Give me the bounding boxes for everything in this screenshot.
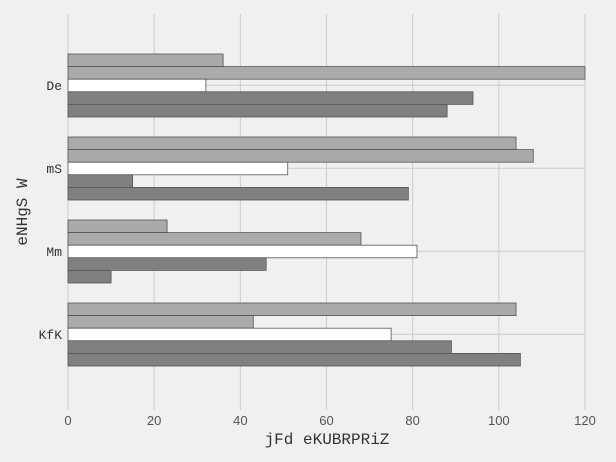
bar — [67, 136, 517, 151]
category-label: De — [46, 79, 62, 94]
x-tick-label: 100 — [488, 413, 510, 428]
category-label: KfK — [39, 328, 63, 343]
bar — [67, 78, 207, 93]
x-tick-label: 40 — [233, 413, 247, 428]
y-axis-label: eNHgS W — [14, 178, 32, 246]
bar — [67, 232, 362, 246]
bar — [67, 66, 586, 80]
bars — [67, 53, 586, 367]
bar — [67, 302, 517, 317]
bar — [67, 149, 534, 163]
bar — [67, 315, 254, 329]
x-tick-label: 20 — [147, 413, 161, 428]
x-tick-labels: 0 20 40 60 80 100 120 — [64, 413, 595, 428]
bar — [67, 174, 134, 188]
bar — [67, 104, 448, 118]
bar — [67, 244, 418, 259]
bar — [67, 161, 289, 176]
bar — [67, 186, 409, 201]
category-label: Mm — [46, 245, 62, 260]
x-tick-label: 80 — [405, 413, 419, 428]
bar — [67, 269, 112, 284]
bar — [67, 352, 521, 367]
x-axis-label: jFd eKUBRPRiZ — [265, 431, 390, 449]
bar — [67, 257, 267, 271]
category-labels: De mS Mm KfK — [39, 79, 63, 343]
bar — [67, 219, 168, 234]
x-tick-label: 60 — [319, 413, 333, 428]
bar — [67, 327, 392, 342]
x-tick-label: 120 — [574, 413, 596, 428]
bar — [67, 53, 224, 68]
bar — [67, 340, 452, 354]
x-tick-label: 0 — [64, 413, 71, 428]
bar — [67, 91, 474, 105]
category-label: mS — [46, 162, 62, 177]
